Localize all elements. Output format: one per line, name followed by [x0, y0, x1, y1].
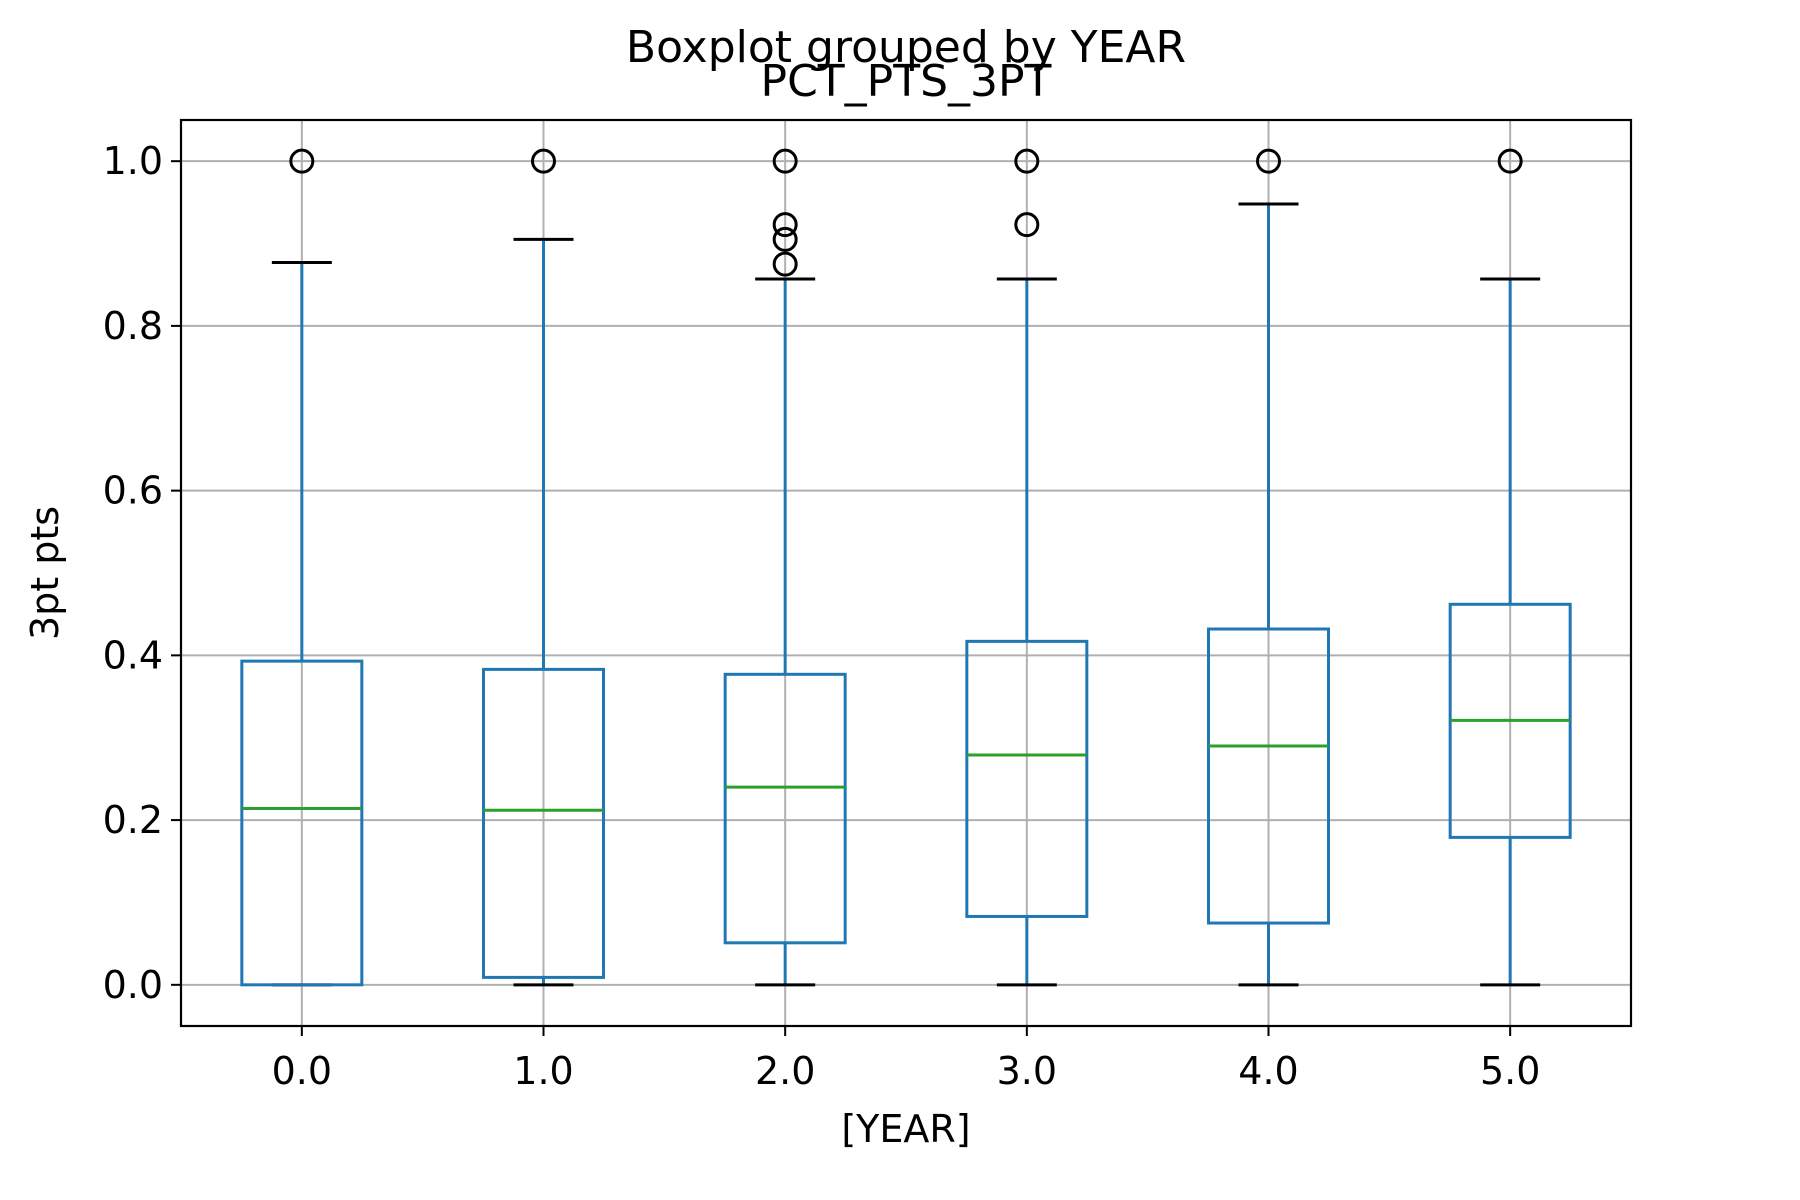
y-tick-label: 0.2: [103, 798, 163, 842]
x-tick-label: 2.0: [755, 1049, 815, 1093]
chart-title: PCT_PTS_3PT: [761, 56, 1052, 107]
flier-point: [1014, 212, 1040, 238]
x-tick-label: 4.0: [1238, 1049, 1298, 1093]
box-iqr: [965, 639, 1089, 918]
box-iqr: [240, 659, 364, 987]
flier-point: [1497, 148, 1523, 174]
y-tick-label: 1.0: [103, 139, 163, 183]
x-axis-label: [YEAR]: [841, 1107, 970, 1151]
box-iqr: [723, 672, 847, 945]
y-axis-label: 3pt pts: [23, 506, 67, 640]
box-iqr: [1207, 627, 1330, 925]
flier-point: [772, 226, 798, 252]
chart-suptitle: Boxplot grouped by YEAR: [626, 22, 1186, 73]
box-group-5.0: [1448, 148, 1572, 987]
flier-point: [289, 148, 315, 174]
plot-frame: [179, 118, 1633, 1028]
flier-point: [531, 148, 556, 174]
box-group-1.0: [482, 148, 605, 987]
boxes-layer: [240, 148, 1572, 987]
y-tick-label: 0.4: [103, 633, 163, 677]
x-tick-label: 3.0: [997, 1049, 1057, 1093]
y-tick-label: 0.8: [103, 304, 163, 348]
flier-point: [1256, 148, 1281, 174]
ticks-layer: 0.0 0.2 0.4 0.6 0.8 1.0 0.0 1.0 2.0 3.0 4.0 5.0: [103, 139, 1541, 1093]
flier-point: [772, 148, 798, 174]
y-tick-label: 0.0: [103, 963, 163, 1007]
x-tick-label: 1.0: [513, 1049, 573, 1093]
x-tick-label: 0.0: [272, 1049, 332, 1093]
flier-point: [1014, 148, 1040, 174]
box-group-4.0: [1207, 148, 1330, 987]
box-iqr: [482, 667, 605, 979]
flier-point: [772, 251, 798, 277]
y-tick-label: 0.6: [103, 469, 163, 513]
x-tick-label: 5.0: [1480, 1049, 1540, 1093]
flier-point: [772, 212, 798, 238]
box-group-0.0: [240, 148, 364, 987]
box-group-2.0: [723, 148, 847, 987]
box-group-3.0: [965, 148, 1089, 987]
